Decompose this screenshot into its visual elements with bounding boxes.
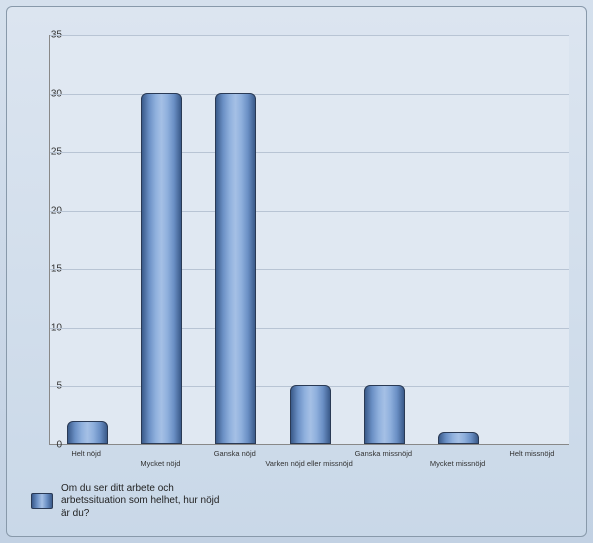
plot-area: [49, 35, 569, 445]
bar: [438, 432, 479, 444]
gridline: [50, 94, 569, 95]
bar: [290, 385, 331, 444]
x-tick-label: Helt missnöjd: [509, 449, 554, 458]
legend-swatch: [31, 493, 53, 509]
x-tick-label: Helt nöjd: [71, 449, 101, 458]
bar: [67, 421, 108, 444]
gridline: [50, 328, 569, 329]
gridline: [50, 152, 569, 153]
legend: Om du ser ditt arbete och arbetssituatio…: [31, 483, 231, 521]
x-tick-label: Ganska missnöjd: [355, 449, 413, 458]
gridline: [50, 35, 569, 36]
bar: [364, 385, 405, 444]
bar: [215, 93, 256, 444]
x-tick-label: Varken nöjd eller missnöjd: [265, 459, 352, 468]
chart-outer: Om du ser ditt arbete och arbetssituatio…: [0, 0, 593, 543]
bar: [141, 93, 182, 444]
gridline: [50, 211, 569, 212]
chart-panel: Om du ser ditt arbete och arbetssituatio…: [6, 6, 587, 537]
x-tick-label: Mycket missnöjd: [430, 459, 485, 468]
legend-label: Om du ser ditt arbete och arbetssituatio…: [61, 483, 231, 521]
x-tick-label: Mycket nöjd: [140, 459, 180, 468]
gridline: [50, 269, 569, 270]
y-tick-label: 0: [32, 440, 62, 451]
x-tick-label: Ganska nöjd: [214, 449, 256, 458]
